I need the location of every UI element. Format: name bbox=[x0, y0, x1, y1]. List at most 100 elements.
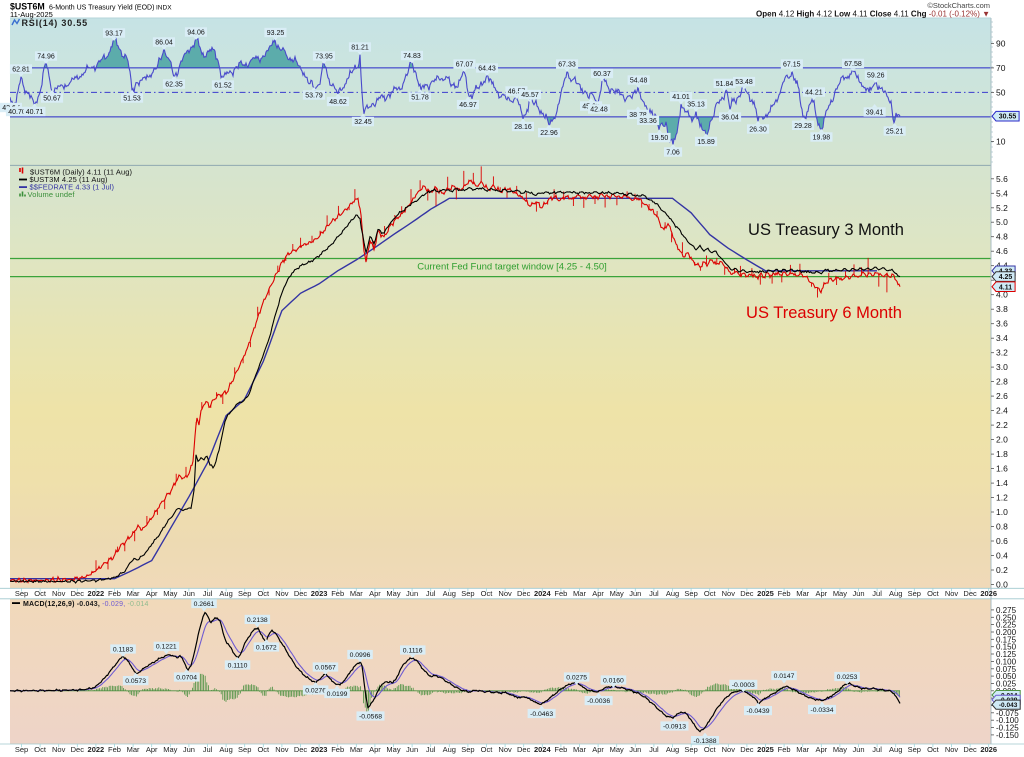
svg-text:Nov: Nov bbox=[498, 589, 512, 598]
svg-text:-0.100: -0.100 bbox=[996, 716, 1019, 725]
svg-text:Dec: Dec bbox=[71, 745, 85, 754]
svg-text:0.0996: 0.0996 bbox=[350, 652, 371, 659]
svg-text:74.83: 74.83 bbox=[403, 53, 421, 60]
svg-text:-0.075: -0.075 bbox=[996, 709, 1019, 718]
svg-text:0.1221: 0.1221 bbox=[156, 644, 177, 651]
svg-text:0.1183: 0.1183 bbox=[113, 646, 134, 653]
svg-text:Dec: Dec bbox=[963, 745, 977, 754]
svg-text:46.97: 46.97 bbox=[459, 102, 477, 109]
svg-text:Aug: Aug bbox=[889, 745, 902, 754]
svg-text:Mar: Mar bbox=[350, 589, 363, 598]
svg-text:73.95: 73.95 bbox=[315, 54, 333, 61]
svg-text:7.06: 7.06 bbox=[666, 150, 680, 157]
svg-text:-0.0439: -0.0439 bbox=[746, 708, 769, 715]
svg-text:3.2: 3.2 bbox=[996, 348, 1008, 358]
svg-text:74.96: 74.96 bbox=[37, 54, 55, 61]
svg-text:May: May bbox=[610, 589, 624, 598]
svg-text:5.2: 5.2 bbox=[996, 203, 1008, 213]
svg-text:©StockCharts.com: ©StockCharts.com bbox=[927, 1, 990, 10]
svg-text:11-Aug-2025: 11-Aug-2025 bbox=[10, 10, 53, 19]
svg-text:Mar: Mar bbox=[127, 745, 140, 754]
svg-text:May: May bbox=[163, 745, 177, 754]
svg-text:2024: 2024 bbox=[534, 589, 552, 598]
svg-text:Feb: Feb bbox=[778, 745, 791, 754]
svg-text:0.250: 0.250 bbox=[996, 613, 1017, 622]
svg-text:Apr: Apr bbox=[369, 589, 381, 598]
svg-text:Dec: Dec bbox=[294, 589, 308, 598]
svg-text:-0.043: -0.043 bbox=[999, 702, 1018, 709]
svg-text:US Treasury 3 Month: US Treasury 3 Month bbox=[748, 221, 904, 239]
svg-text:2026: 2026 bbox=[980, 745, 997, 754]
svg-text:Aug: Aug bbox=[666, 745, 679, 754]
svg-text:Feb: Feb bbox=[331, 589, 344, 598]
svg-text:May: May bbox=[833, 589, 847, 598]
svg-text:Jun: Jun bbox=[183, 589, 195, 598]
svg-text:$UST6M: $UST6M bbox=[10, 2, 45, 12]
svg-text:Mar: Mar bbox=[796, 745, 809, 754]
svg-text:Apr: Apr bbox=[369, 745, 381, 754]
svg-text:Oct: Oct bbox=[257, 745, 270, 754]
svg-text:0.175: 0.175 bbox=[996, 635, 1017, 644]
svg-text:Oct: Oct bbox=[34, 589, 47, 598]
svg-text:0.225: 0.225 bbox=[996, 621, 1017, 630]
svg-text:0.0275: 0.0275 bbox=[566, 674, 587, 681]
svg-text:0.100: 0.100 bbox=[996, 657, 1017, 666]
svg-text:5.4: 5.4 bbox=[996, 188, 1008, 198]
svg-text:Jun: Jun bbox=[629, 745, 641, 754]
svg-text:May: May bbox=[386, 745, 400, 754]
svg-text:1.6: 1.6 bbox=[996, 464, 1008, 474]
svg-text:Feb: Feb bbox=[108, 745, 121, 754]
svg-text:19.50: 19.50 bbox=[651, 135, 669, 142]
svg-text:19.98: 19.98 bbox=[813, 135, 831, 142]
svg-text:3.8: 3.8 bbox=[996, 304, 1008, 314]
svg-text:48.62: 48.62 bbox=[329, 99, 347, 106]
svg-text:67.07: 67.07 bbox=[456, 62, 474, 69]
svg-text:-0.1388: -0.1388 bbox=[693, 738, 716, 745]
svg-text:-0.0036: -0.0036 bbox=[587, 698, 610, 705]
svg-text:0.1116: 0.1116 bbox=[403, 647, 423, 654]
svg-text:0.025: 0.025 bbox=[996, 679, 1017, 688]
svg-text:1.2: 1.2 bbox=[996, 493, 1008, 503]
svg-text:62.35: 62.35 bbox=[165, 82, 183, 89]
svg-text:6-Month US Treasury Yield (EOD: 6-Month US Treasury Yield (EOD) bbox=[49, 5, 154, 12]
svg-text:2.6: 2.6 bbox=[996, 391, 1008, 401]
svg-text:93.25: 93.25 bbox=[267, 30, 285, 37]
svg-text:Mar: Mar bbox=[573, 745, 586, 754]
svg-text:Oct: Oct bbox=[927, 589, 940, 598]
svg-text:RSI(14) 30.55: RSI(14) 30.55 bbox=[22, 18, 88, 28]
svg-text:1.8: 1.8 bbox=[996, 449, 1008, 459]
svg-text:May: May bbox=[833, 745, 847, 754]
svg-text:0.6: 0.6 bbox=[996, 536, 1008, 546]
svg-text:90: 90 bbox=[996, 38, 1006, 48]
svg-text:0.4: 0.4 bbox=[996, 551, 1008, 561]
svg-text:Mar: Mar bbox=[127, 589, 140, 598]
svg-text:Jul: Jul bbox=[872, 589, 882, 598]
svg-text:Aug: Aug bbox=[443, 589, 456, 598]
svg-text:May: May bbox=[386, 589, 400, 598]
svg-text:0.275: 0.275 bbox=[996, 606, 1017, 615]
svg-text:86.04: 86.04 bbox=[155, 40, 173, 47]
svg-text:Feb: Feb bbox=[331, 745, 344, 754]
svg-text:Volume undef: Volume undef bbox=[28, 190, 76, 199]
svg-text:Jul: Jul bbox=[426, 745, 436, 754]
svg-text:Feb: Feb bbox=[778, 589, 791, 598]
svg-text:Jun: Jun bbox=[406, 745, 418, 754]
svg-text:0.0573: 0.0573 bbox=[125, 678, 146, 685]
svg-text:US Treasury 6 Month: US Treasury 6 Month bbox=[746, 304, 902, 322]
svg-text:Sep: Sep bbox=[238, 745, 251, 754]
svg-text:4.8: 4.8 bbox=[996, 232, 1008, 242]
svg-text:Jul: Jul bbox=[649, 589, 659, 598]
svg-text:2025: 2025 bbox=[757, 589, 774, 598]
svg-text:0.150: 0.150 bbox=[996, 643, 1017, 652]
svg-text:26.30: 26.30 bbox=[749, 127, 767, 134]
svg-text:0.200: 0.200 bbox=[996, 628, 1017, 637]
svg-text:$UST3M 4.25 (11 Aug): $UST3M 4.25 (11 Aug) bbox=[30, 175, 109, 184]
svg-text:2.2: 2.2 bbox=[996, 420, 1008, 430]
svg-text:0.0276: 0.0276 bbox=[305, 687, 326, 694]
svg-text:35.13: 35.13 bbox=[687, 102, 705, 109]
svg-text:61.52: 61.52 bbox=[214, 83, 232, 90]
svg-text:Nov: Nov bbox=[722, 745, 736, 754]
svg-text:$$FEDRATE 4.33 (1 Jul): $$FEDRATE 4.33 (1 Jul) bbox=[30, 183, 115, 192]
svg-text:Aug: Aug bbox=[219, 589, 232, 598]
svg-text:INDX: INDX bbox=[156, 5, 172, 12]
